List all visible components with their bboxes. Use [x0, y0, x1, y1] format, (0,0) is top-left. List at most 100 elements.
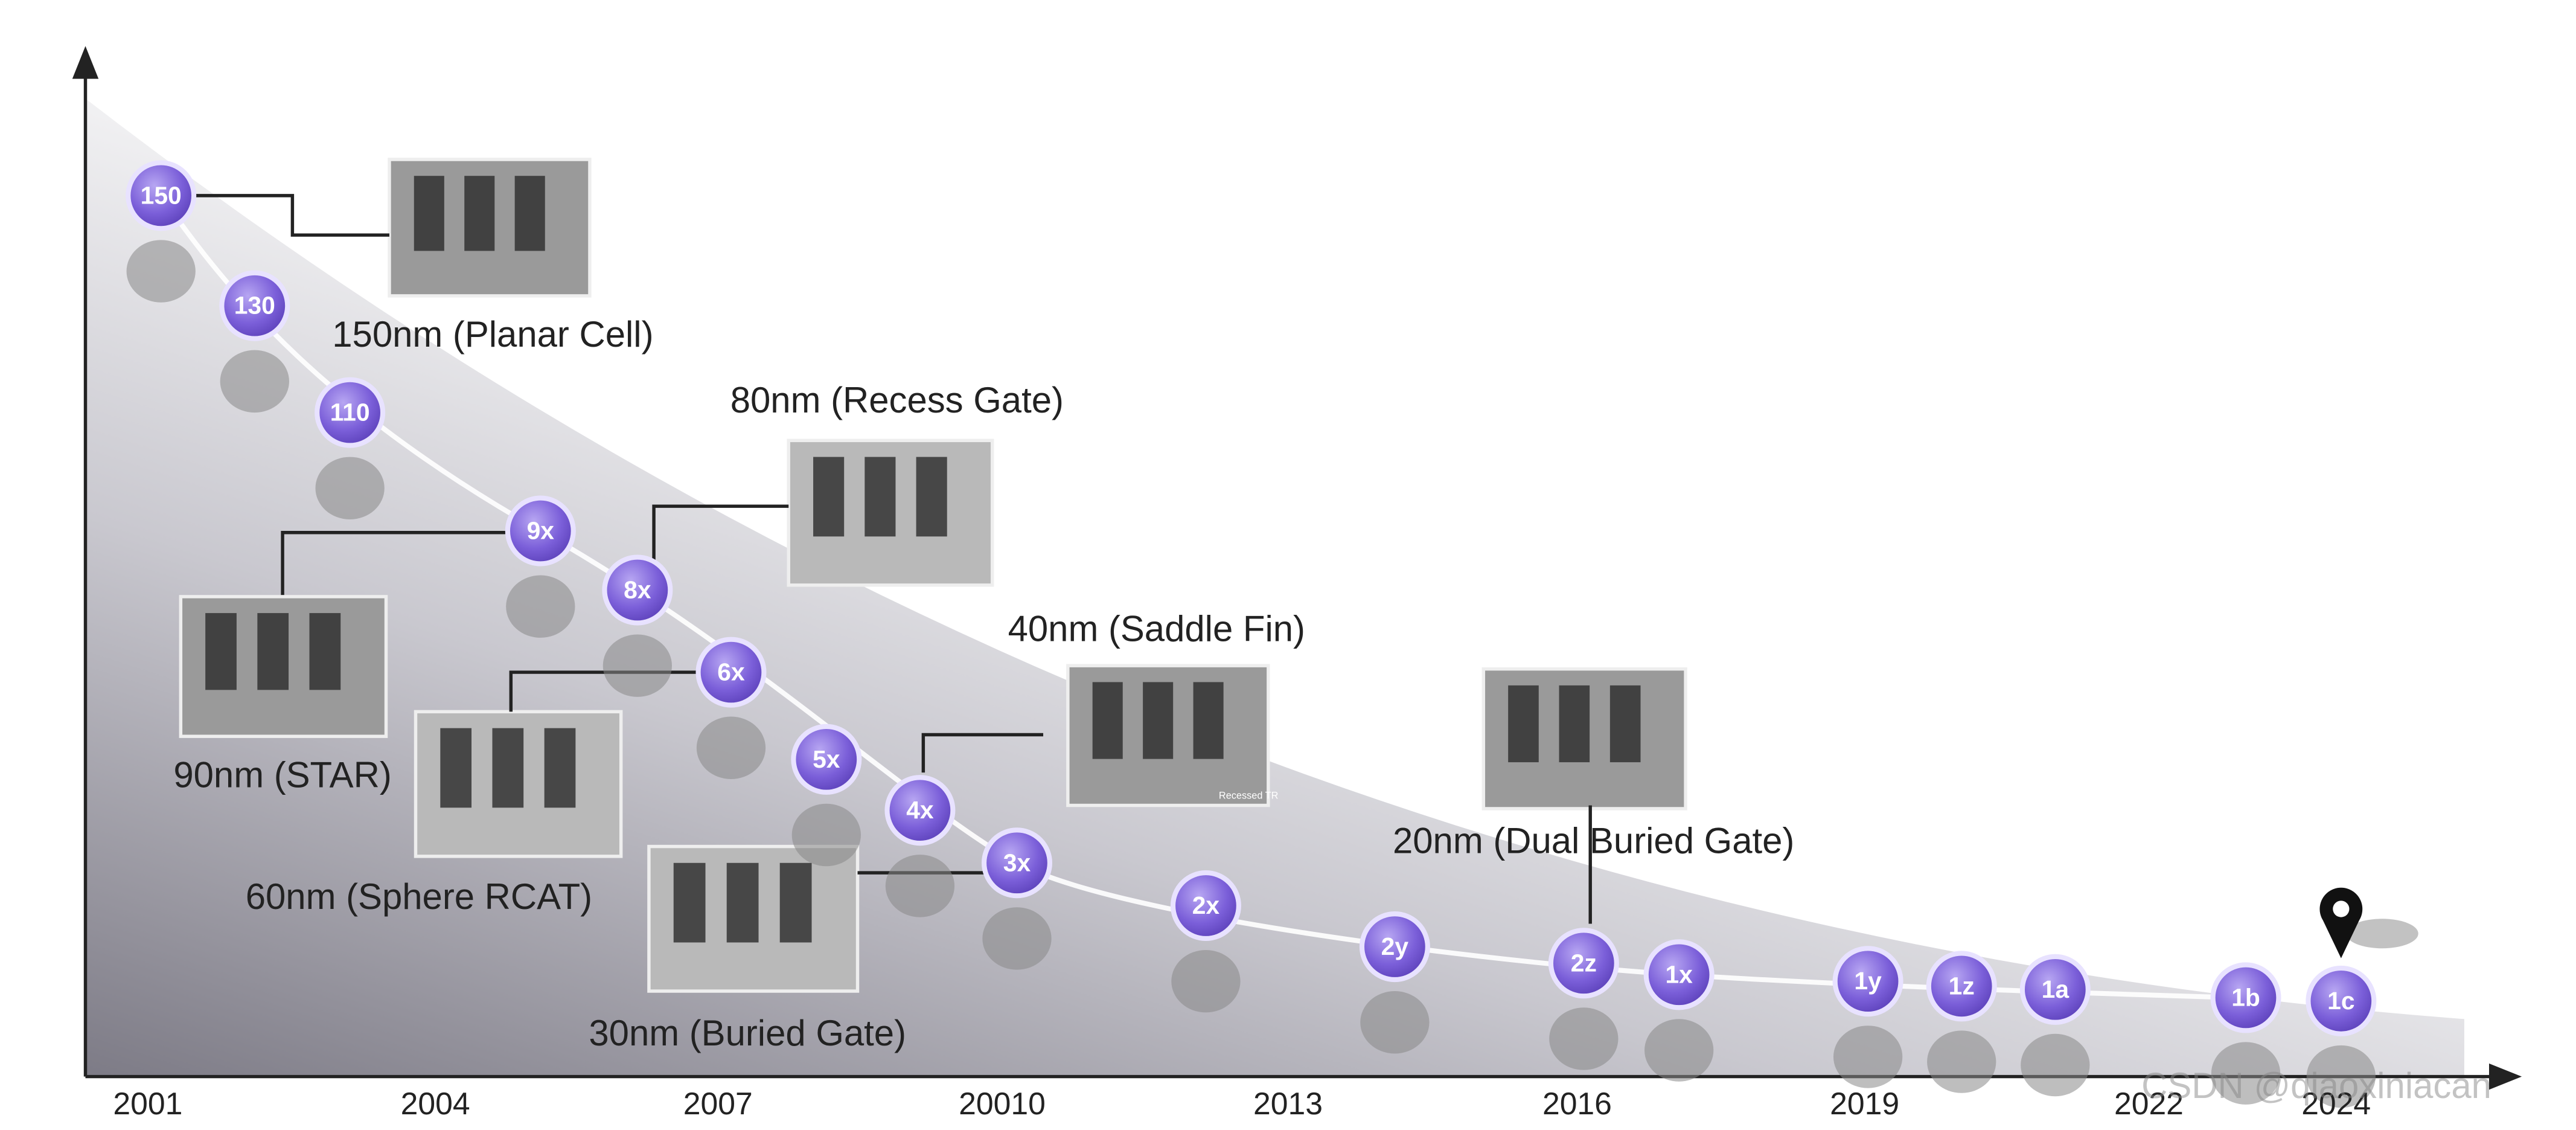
- year-label: 2022: [2114, 1086, 2184, 1121]
- node: [219, 270, 290, 341]
- node-label: 1y: [1854, 967, 1882, 995]
- tem-feature: [544, 728, 576, 808]
- year-label: 2019: [1830, 1086, 1899, 1121]
- node: [1170, 870, 1241, 942]
- node: [981, 827, 1052, 899]
- node-shadow: [506, 575, 575, 638]
- tem-feature: [813, 457, 845, 537]
- node-shadow: [791, 803, 861, 867]
- annotation: 20nm (Dual Buried Gate): [1393, 820, 1794, 861]
- node-label: 1c: [2327, 987, 2354, 1015]
- tem-feature: [492, 728, 524, 808]
- node-label: 3x: [1003, 849, 1031, 876]
- tem-feature: [1559, 685, 1590, 763]
- year-label: 2016: [1542, 1086, 1612, 1121]
- node-label: 2y: [1381, 933, 1409, 960]
- x-axis-labels: 2001 2004 2007 20010 2013 2016 2019 2022 2024: [113, 1086, 2371, 1121]
- node-label: 9x: [527, 517, 555, 545]
- node-shadow: [982, 907, 1052, 970]
- connector: [161, 194, 389, 237]
- node-shadow: [1171, 950, 1241, 1013]
- year-label: 2024: [2301, 1086, 2371, 1121]
- node-shadow: [696, 716, 766, 779]
- node: [1548, 928, 1619, 999]
- node: [791, 724, 862, 795]
- node-label: 2x: [1192, 891, 1220, 919]
- tem-feature: [865, 457, 896, 537]
- tem-feature: [514, 176, 545, 251]
- node-label: 1b: [2231, 983, 2260, 1011]
- node-shadow: [885, 855, 955, 917]
- annotation: 150nm (Planar Cell): [332, 314, 653, 355]
- tem-feature: [1508, 685, 1539, 763]
- node-label: 2z: [1571, 949, 1597, 977]
- node-label: 4x: [906, 796, 934, 824]
- image-caption: Recessed TR: [1219, 791, 1279, 801]
- tem-feature: [1092, 682, 1123, 759]
- node: [126, 160, 197, 231]
- node-shadow: [1833, 1026, 1903, 1088]
- node-label: 6x: [717, 658, 745, 686]
- tem-feature: [414, 176, 444, 251]
- node: [505, 495, 576, 567]
- annotation: 60nm (Sphere RCAT): [246, 876, 592, 917]
- background: [85, 98, 2464, 1077]
- node-label: 5x: [813, 745, 840, 773]
- annotation: 40nm (Saddle Fin): [1008, 608, 1305, 649]
- node-shadow: [1927, 1030, 1996, 1093]
- node: [884, 775, 956, 846]
- node-shadow: [1549, 1007, 1619, 1070]
- node: [2210, 962, 2281, 1033]
- node-label: 150: [141, 181, 182, 209]
- node: [2306, 965, 2377, 1036]
- node-shadow: [1644, 1019, 1714, 1082]
- tem-feature: [673, 862, 706, 943]
- node: [695, 637, 767, 708]
- year-label: 2001: [113, 1086, 182, 1121]
- node-label: 110: [330, 399, 370, 426]
- annotation: 90nm (STAR): [173, 755, 391, 795]
- node: [1832, 946, 1903, 1017]
- node: [1643, 939, 1715, 1010]
- node-label: 1x: [1665, 960, 1693, 988]
- tem-feature: [257, 613, 289, 690]
- tem-feature: [916, 457, 947, 537]
- images: [179, 158, 1687, 993]
- nodes: 150 130 110 9x 8x 6x 5x 4x 3x 2x 2y 2z 1x 1y 1z 1a 1b 1c: [126, 160, 2377, 1108]
- node-shadow: [126, 240, 196, 303]
- node-label: 130: [234, 292, 275, 319]
- node: [1359, 911, 1430, 983]
- node: [1926, 951, 1997, 1022]
- node-shadow: [2211, 1042, 2281, 1105]
- node-label: 8x: [624, 576, 651, 604]
- node: [315, 377, 386, 448]
- watermark: CSDN @qiaoxiniacan: [2141, 1065, 2491, 1106]
- tem-feature: [464, 176, 495, 251]
- node-label: 1a: [2042, 975, 2069, 1003]
- tem-feature: [440, 728, 472, 808]
- node-shadow: [602, 634, 673, 697]
- node-shadow: [2021, 1033, 2090, 1097]
- annotation: 80nm (Recess Gate): [730, 380, 1064, 420]
- tem-feature: [1609, 685, 1641, 763]
- year-label: 2013: [1253, 1086, 1323, 1121]
- annotations: 150nm (Planar Cell) 80nm (Recess Gate) 9…: [173, 314, 1794, 1053]
- year-label: 2004: [401, 1086, 470, 1121]
- node-shadow: [2306, 1045, 2376, 1108]
- annotation: 30nm (Buried Gate): [589, 1013, 906, 1053]
- year-label: 20010: [959, 1086, 1046, 1121]
- tem-feature: [205, 613, 237, 690]
- connector: [281, 531, 541, 595]
- node-shadow: [315, 457, 385, 519]
- tem-feature: [779, 862, 812, 943]
- connector: [921, 733, 1044, 773]
- node-shadow: [220, 350, 289, 413]
- year-label: 2007: [683, 1086, 753, 1121]
- tem-feature: [1143, 682, 1174, 759]
- node-shadow: [1360, 991, 1430, 1054]
- tem-feature: [1193, 682, 1224, 759]
- node-label: 1z: [1949, 972, 1975, 1000]
- tem-feature: [309, 613, 341, 690]
